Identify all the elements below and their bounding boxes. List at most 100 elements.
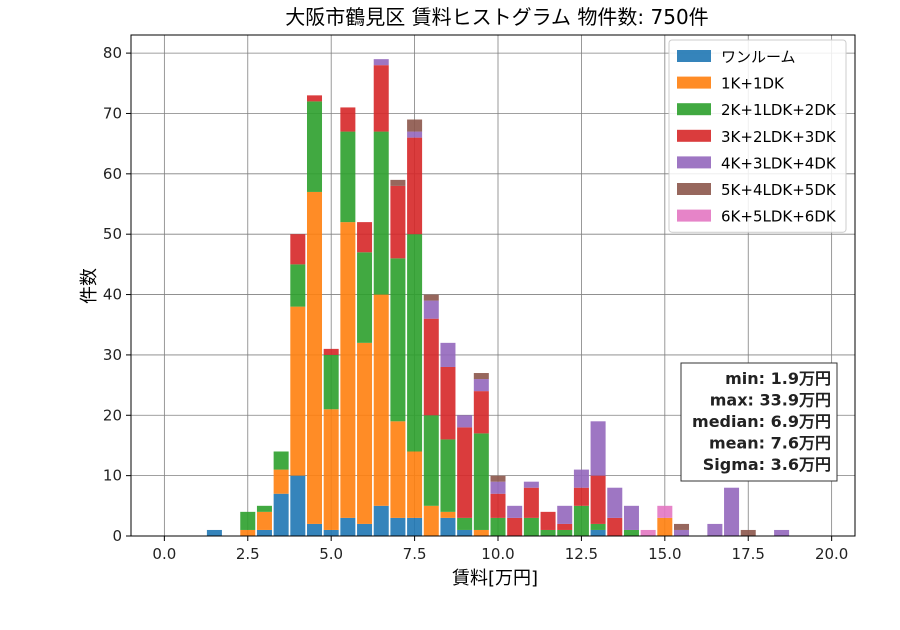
bar-segment-series-1 [390, 421, 406, 518]
bar-segment-series-4 [490, 481, 506, 494]
bar-segment-series-3 [490, 493, 506, 518]
bar-segment-series-4 [523, 481, 539, 488]
x-tick-label: 2.5 [236, 545, 260, 563]
stats-line: Sigma: 3.6万円 [703, 455, 831, 474]
bar-segment-series-4 [407, 131, 423, 138]
bar-segment-series-4 [623, 505, 639, 530]
bar-segment-series-1 [290, 306, 306, 476]
bar-segment-series-1 [306, 191, 323, 524]
bar-segment-series-2 [290, 264, 306, 307]
x-tick-label: 17.5 [732, 545, 765, 563]
bar-segment-series-2 [390, 258, 406, 422]
bar-segment-series-0 [206, 529, 222, 536]
y-tick-label: 40 [103, 286, 122, 304]
bar-segment-series-4 [707, 523, 723, 536]
bar-segment-series-3 [573, 487, 589, 506]
bar-segment-series-4 [724, 487, 740, 536]
bar-segment-series-3 [590, 475, 606, 524]
bar-segment-series-2 [240, 511, 256, 530]
bar-segment-series-6 [657, 505, 673, 518]
bar-segment-series-2 [440, 439, 456, 512]
bar-segment-series-0 [323, 529, 339, 536]
y-tick-label: 30 [103, 346, 122, 364]
bar-segment-series-5 [390, 179, 406, 186]
bar-segment-series-2 [457, 517, 473, 530]
bar-segment-series-3 [306, 95, 323, 102]
legend-swatch [677, 156, 711, 169]
bar-segment-series-3 [557, 523, 573, 530]
legend-label: 4K+3LDK+4DK [721, 154, 837, 172]
x-axis-label: 賃料[万円] [452, 568, 538, 589]
legend-swatch [677, 76, 711, 89]
bar-segment-series-4 [573, 469, 589, 488]
bar-segment-series-2 [373, 131, 389, 295]
bar-segment-series-0 [373, 505, 389, 536]
y-tick-label: 50 [103, 225, 122, 243]
legend-label: 5K+4LDK+5DK [721, 181, 837, 199]
plot-frame [130, 34, 856, 537]
bar-segment-series-1 [473, 529, 489, 536]
bar-segment-series-4 [557, 505, 573, 524]
bar-segment-series-2 [357, 252, 373, 343]
bar-segment-series-4 [440, 342, 456, 367]
bar-segment-series-3 [390, 185, 406, 259]
bar-segment-series-1 [273, 469, 289, 494]
bar-segment-series-3 [607, 517, 623, 536]
bar-segment-series-2 [490, 517, 506, 536]
axis-ticks: 0.0 2.5 5.0 7.5 10.0 12.5 15.0 17.5 20.0 0 10 20 30 4… [103, 44, 848, 563]
bar-segment-series-0 [440, 517, 456, 536]
y-tick-label: 20 [103, 406, 122, 424]
bar-segment-series-4 [590, 421, 606, 476]
bar-segment-series-5 [740, 529, 756, 536]
bar-segment-series-2 [340, 131, 356, 223]
x-tick-label: 7.5 [403, 545, 427, 563]
bar-segment-series-0 [590, 529, 606, 536]
bar-segment-series-1 [240, 529, 256, 536]
bar-segment-series-4 [423, 300, 439, 319]
bar-segment-series-0 [407, 517, 423, 536]
bar-segment-series-3 [440, 366, 456, 440]
legend: ワンルーム 1K+1DK 2K+1LDK+2DK 3K+2LDK+3DK 4K+3LDK… [668, 39, 847, 233]
bar-segment-series-4 [473, 379, 489, 392]
bar-segment-series-4 [457, 415, 473, 428]
bar-segment-series-0 [273, 493, 289, 536]
bar-segment-series-3 [323, 348, 339, 355]
bar-segment-series-5 [423, 294, 439, 301]
y-tick-label: 0 [112, 527, 122, 545]
bar-segment-series-5 [490, 475, 506, 482]
stats-line: min: 1.9万円 [725, 369, 831, 388]
bar-segment-series-2 [523, 517, 539, 536]
bar-segment-series-2 [273, 451, 289, 470]
bar-segment-series-3 [457, 427, 473, 518]
bar-segment-series-1 [440, 511, 456, 518]
bar-segment-series-2 [473, 433, 489, 530]
y-tick-label: 70 [103, 104, 122, 122]
x-tick-label: 15.0 [648, 545, 681, 563]
bar-segment-series-3 [507, 517, 523, 536]
bar-segment-series-3 [523, 487, 539, 518]
legend-swatch [677, 103, 711, 116]
bar-segment-series-4 [507, 505, 523, 518]
bar-segment-series-2 [306, 101, 323, 192]
chart-title: 大阪市鶴見区 賃料ヒストグラム 物件数: 750件 [285, 5, 708, 29]
bar-segment-series-2 [557, 529, 573, 536]
y-tick-label: 80 [103, 44, 122, 62]
bar-segment-series-2 [323, 354, 339, 410]
bar-segment-series-4 [607, 487, 623, 518]
x-tick-label: 12.5 [565, 545, 598, 563]
bar-segment-series-3 [340, 107, 356, 132]
bar-segment-series-0 [256, 529, 272, 536]
legend-label: 3K+2LDK+3DK [721, 128, 837, 146]
stats-box: min: 1.9万円 max: 33.9万円 median: 6.9万円 mean: … [680, 362, 838, 482]
legend-label: ワンルーム [721, 48, 796, 66]
bar-segment-series-2 [256, 505, 272, 512]
stats-line: mean: 7.6万円 [709, 434, 831, 453]
x-tick-label: 20.0 [815, 545, 848, 563]
stats-frame [680, 362, 838, 482]
legend-label: 1K+1DK [721, 75, 785, 93]
bar-segment-series-2 [590, 523, 606, 530]
bar-segment-series-2 [540, 529, 556, 536]
bar-segment-series-5 [674, 523, 690, 530]
bar-segment-series-1 [423, 505, 439, 536]
